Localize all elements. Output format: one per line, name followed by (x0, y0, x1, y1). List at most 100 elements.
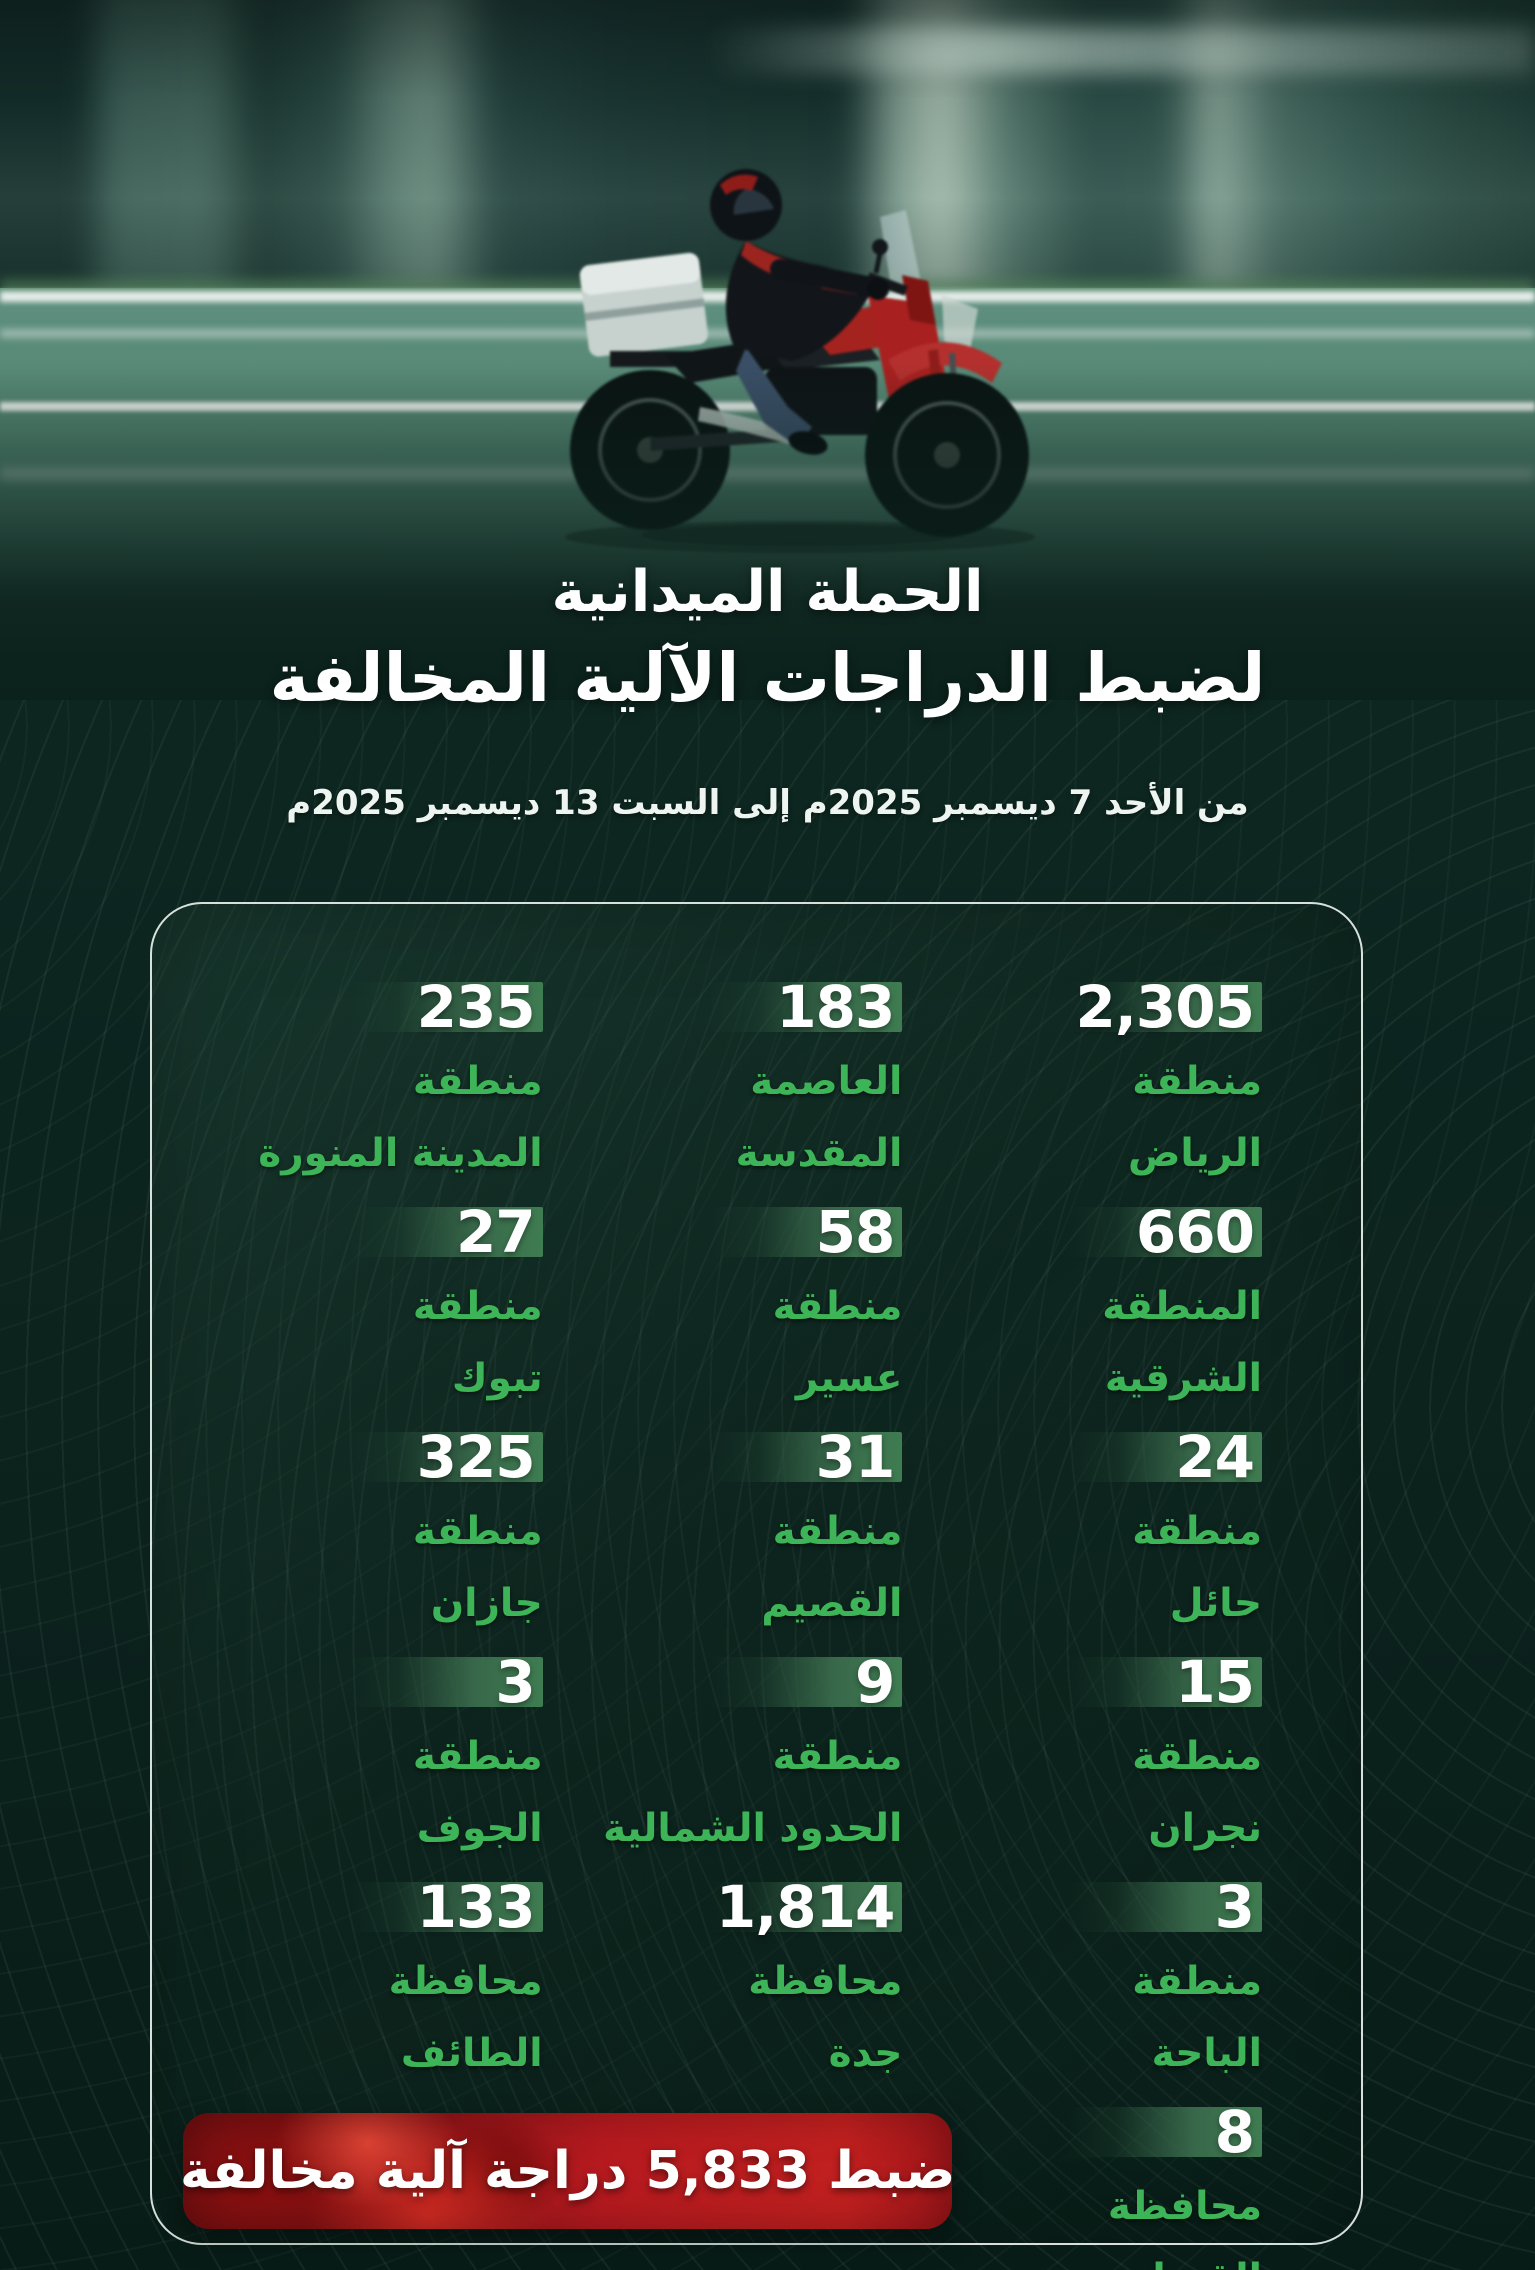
stat-label-line1: منطقة (1132, 1959, 1262, 2004)
stat-label: منطقة المدينة المنورة (258, 1046, 542, 1190)
stat-label: المنطقة الشرقية (1102, 1271, 1262, 1415)
stat-label-line2: الرياض (1127, 1131, 1262, 1176)
stats-panel: 2,305 منطقة الرياض 183 العاصمة المقدسة 235… (150, 902, 1363, 2270)
stat-value-bar: 325 (349, 1423, 543, 1491)
stat-label-line1: المنطقة (1102, 1284, 1262, 1329)
stat-cell-jazan: 325 منطقة جازان (183, 1423, 543, 1657)
stat-value-bar: 3 (349, 1648, 543, 1716)
stat-value: 3 (1214, 1873, 1255, 1941)
photo-fade-overlay (0, 0, 1535, 700)
stat-value: 58 (815, 1198, 896, 1266)
stat-label-line1: منطقة (412, 1734, 543, 1779)
stat-cell-qurayyat: 8 محافظة القريات (902, 2098, 1262, 2270)
stat-value-bar: 235 (349, 973, 543, 1041)
stat-value: 660 (1135, 1198, 1255, 1266)
stat-label-line2: الطائف (400, 2031, 543, 2076)
stat-label: منطقة القصيم (761, 1496, 902, 1640)
stat-value-bar: 9 (709, 1648, 903, 1716)
stat-value-bar: 8 (1069, 2098, 1262, 2166)
stat-cell-taif: 133 محافظة الطائف (183, 1873, 543, 2107)
stat-label-line1: محافظة (388, 1959, 543, 2004)
stat-label: منطقة حائل (1132, 1496, 1262, 1640)
stat-cell-najran: 15 منطقة نجران (902, 1648, 1262, 1882)
stat-cell-qassim: 31 منطقة القصيم (543, 1428, 903, 1657)
stat-value: 15 (1175, 1648, 1255, 1716)
stat-label-line2: جدة (828, 2031, 903, 2076)
campaign-title: الحملة الميدانية (551, 559, 984, 625)
stat-label-line1: منطقة (1132, 1509, 1262, 1554)
stat-value-bar: 660 (1069, 1198, 1262, 1266)
stat-label: منطقة الجوف (413, 1721, 543, 1865)
stat-cell-baha: 3 منطقة الباحة (902, 1873, 1262, 2107)
stat-label-line2: الشرقية (1104, 1356, 1262, 1401)
stat-label: منطقة تبوك (413, 1271, 543, 1415)
stat-cell-northern-borders: 9 منطقة الحدود الشمالية (543, 1648, 903, 1882)
stat-label: العاصمة المقدسة (736, 1046, 903, 1190)
stat-cell-eastern: 660 المنطقة الشرقية (902, 1198, 1262, 1432)
stat-label-line1: منطقة (412, 1509, 543, 1554)
stat-value: 24 (1175, 1423, 1255, 1491)
stat-label-line2: الحدود الشمالية (603, 1806, 903, 1851)
stat-cell-riyadh: 2,305 منطقة الرياض (902, 973, 1262, 1207)
stat-value: 9 (854, 1648, 895, 1716)
stat-label: منطقة نجران (1132, 1721, 1262, 1865)
stat-value: 183 (776, 973, 895, 1041)
stat-label-line2: تبوك (451, 1356, 543, 1401)
stat-label: محافظة القريات (1108, 2171, 1262, 2270)
stat-label-line1: منطقة (412, 1284, 543, 1329)
stat-value-bar: 2,305 (1069, 973, 1262, 1041)
total-banner: ضبط 5,833 دراجة آلية مخالفة (183, 2113, 953, 2229)
stat-value-bar: 31 (709, 1428, 903, 1486)
stat-label: منطقة جازان (413, 1496, 543, 1640)
stat-label: منطقة الحدود الشمالية (603, 1721, 902, 1865)
stat-label: محافظة الطائف (389, 1946, 543, 2090)
stat-value: 3 (495, 1648, 535, 1716)
stat-value-bar: 27 (349, 1198, 543, 1266)
stat-label-line1: محافظة (1107, 2184, 1262, 2229)
stat-value: 1,814 (715, 1873, 895, 1941)
stat-value: 235 (416, 973, 536, 1041)
stat-cell-madinah: 235 منطقة المدينة المنورة (183, 973, 543, 1207)
stat-label-line1: منطقة (772, 1509, 903, 1554)
stat-label-line2: المقدسة (735, 1131, 903, 1176)
stat-cell-jouf: 3 منطقة الجوف (183, 1648, 543, 1882)
stat-cell-jeddah: 1,814 محافظة جدة (543, 1873, 903, 2107)
stat-value-bar: 1,814 (709, 1873, 903, 1941)
title-block: الحملة الميدانية لضبط الدراجات الآلية ال… (0, 552, 1535, 826)
stat-value: 2,305 (1075, 973, 1255, 1041)
stat-value-bar: 24 (1069, 1423, 1262, 1491)
hero-photo (0, 0, 1535, 700)
stat-value: 27 (455, 1198, 536, 1266)
stat-label-line2: القصيم (761, 1581, 903, 1626)
stat-label-line2: حائل (1169, 1581, 1262, 1626)
stat-label-line2: نجران (1148, 1806, 1262, 1851)
stat-value-bar: 133 (349, 1873, 543, 1941)
stat-label-line2: الجوف (416, 1806, 543, 1851)
stat-cell-holy-capital: 183 العاصمة المقدسة (543, 973, 903, 1207)
stat-cell-tabuk: 27 منطقة تبوك (183, 1198, 543, 1432)
stat-label-line1: منطقة (772, 1734, 903, 1779)
stat-label-line1: منطقة (412, 1059, 543, 1104)
stat-value: 8 (1214, 2098, 1255, 2166)
stat-value: 325 (416, 1423, 536, 1491)
stat-label-line1: منطقة (1132, 1734, 1262, 1779)
stat-label-line1: العاصمة (750, 1059, 903, 1104)
stat-cell-hail: 24 منطقة حائل (902, 1423, 1262, 1657)
stat-value-bar: 3 (1069, 1873, 1262, 1941)
stat-value-bar: 183 (709, 973, 903, 1041)
stat-label-line2: المدينة المنورة (258, 1131, 543, 1176)
campaign-subtitle: لضبط الدراجات الآلية المخالفة (269, 639, 1266, 717)
stat-label-line2: جازان (430, 1581, 543, 1626)
stat-label-line2: القريات (1113, 2243, 1262, 2270)
stats-grid: 2,305 منطقة الرياض 183 العاصمة المقدسة 235… (152, 904, 1361, 2270)
campaign-date-range: من الأحد 7 ديسمبر 2025م إلى السبت 13 ديس… (286, 783, 1249, 823)
stat-label: منطقة عسير (773, 1271, 903, 1415)
stat-value: 133 (416, 1873, 536, 1941)
stat-label: منطقة الباحة (1132, 1946, 1262, 2090)
stat-label: محافظة جدة (748, 1946, 902, 2090)
stat-cell-asir: 58 منطقة عسير (543, 1198, 903, 1432)
stat-label-line2: الباحة (1151, 2031, 1262, 2076)
total-banner-text: ضبط 5,833 دراجة آلية مخالفة (183, 2141, 953, 2201)
stat-value-bar: 58 (709, 1198, 903, 1266)
